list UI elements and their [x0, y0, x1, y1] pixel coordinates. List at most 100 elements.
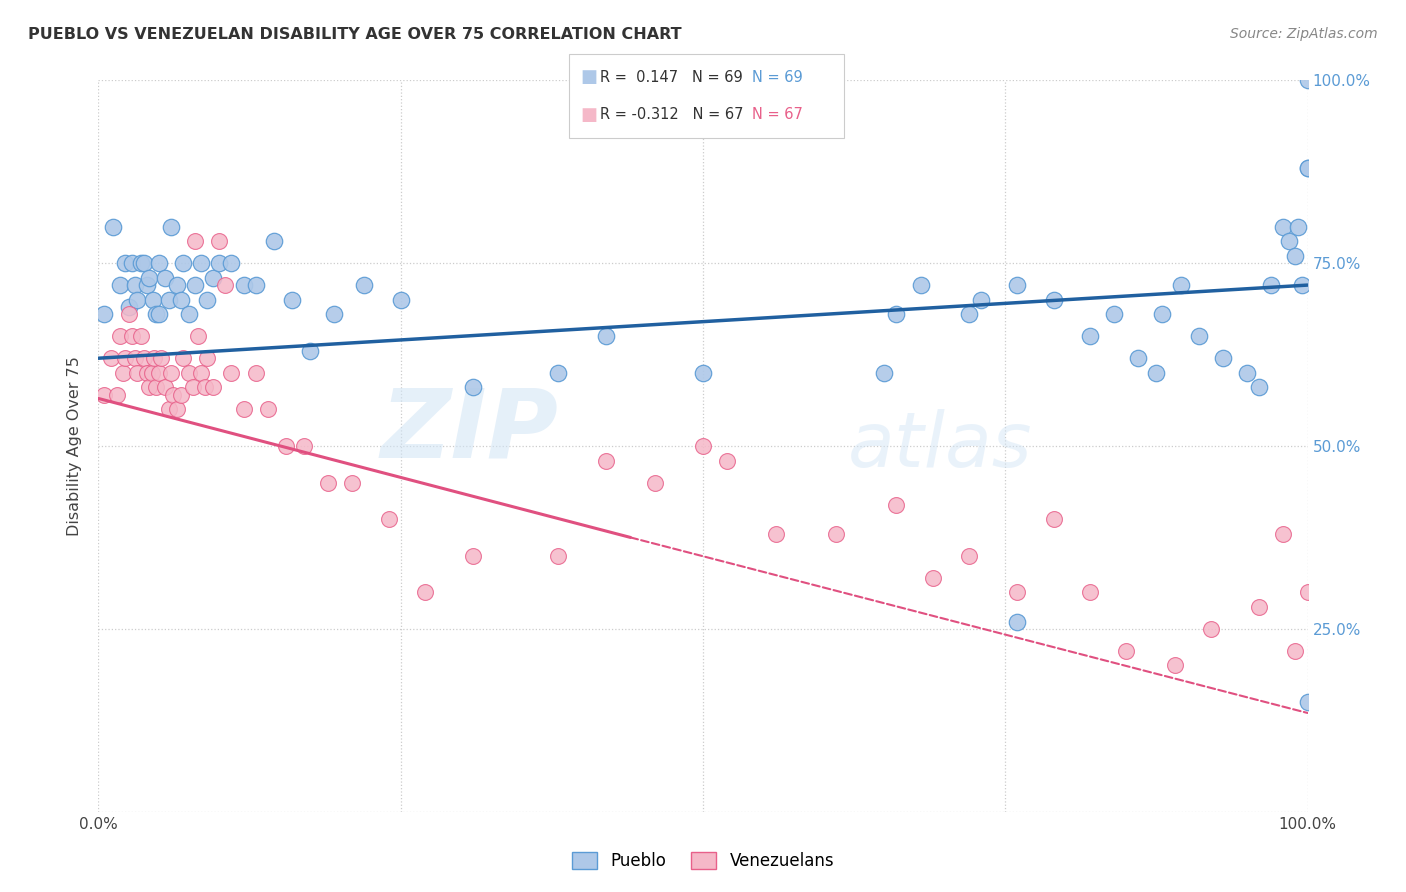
Venezuelans [1296, 585, 1319, 599]
Venezuelans [316, 475, 339, 490]
Text: PUEBLO VS VENEZUELAN DISABILITY AGE OVER 75 CORRELATION CHART: PUEBLO VS VENEZUELAN DISABILITY AGE OVER… [28, 27, 682, 42]
Venezuelans [145, 380, 167, 394]
Pueblo [124, 278, 146, 293]
Pueblo [1291, 278, 1313, 293]
Venezuelans [644, 475, 666, 490]
Pueblo [1286, 219, 1309, 234]
Venezuelans [162, 388, 184, 402]
Venezuelans [194, 380, 217, 394]
Venezuelans [463, 549, 485, 563]
Venezuelans [135, 366, 157, 380]
Pueblo [1249, 380, 1271, 394]
Venezuelans [181, 380, 204, 394]
Pueblo [1296, 73, 1319, 87]
Pueblo [179, 307, 201, 321]
Venezuelans [377, 512, 399, 526]
Pueblo [157, 293, 180, 307]
Venezuelans [1249, 599, 1271, 614]
Venezuelans [1272, 526, 1295, 541]
Pueblo [232, 278, 254, 293]
Venezuelans [232, 402, 254, 417]
Venezuelans [153, 380, 176, 394]
Venezuelans [124, 351, 146, 366]
Legend: Pueblo, Venezuelans: Pueblo, Venezuelans [565, 845, 841, 877]
Venezuelans [157, 402, 180, 417]
Text: R = -0.312   N = 67: R = -0.312 N = 67 [600, 107, 744, 122]
Pueblo [1278, 234, 1301, 248]
Venezuelans [1115, 644, 1137, 658]
Venezuelans [160, 366, 183, 380]
Venezuelans [172, 351, 194, 366]
Venezuelans [111, 366, 134, 380]
Pueblo [323, 307, 346, 321]
Pueblo [1296, 161, 1319, 175]
Pueblo [299, 343, 322, 358]
Venezuelans [187, 329, 209, 343]
Venezuelans [129, 329, 152, 343]
Venezuelans [179, 366, 201, 380]
Pueblo [873, 366, 896, 380]
Pueblo [108, 278, 131, 293]
Venezuelans [716, 453, 738, 467]
Pueblo [138, 270, 160, 285]
Venezuelans [114, 351, 136, 366]
Venezuelans [1042, 512, 1064, 526]
Pueblo [121, 256, 143, 270]
Pueblo [1188, 329, 1211, 343]
Venezuelans [245, 366, 267, 380]
Venezuelans [134, 351, 156, 366]
Pueblo [208, 256, 231, 270]
Text: ■: ■ [581, 69, 598, 87]
Pueblo [160, 219, 183, 234]
Pueblo [135, 278, 157, 293]
Pueblo [190, 256, 212, 270]
Pueblo [114, 256, 136, 270]
Pueblo [1128, 351, 1150, 366]
Pueblo [184, 278, 207, 293]
Venezuelans [202, 380, 225, 394]
Pueblo [148, 307, 170, 321]
Pueblo [1078, 329, 1101, 343]
Text: atlas: atlas [848, 409, 1032, 483]
Pueblo [970, 293, 993, 307]
Pueblo [129, 256, 152, 270]
Text: N = 69: N = 69 [752, 70, 803, 85]
Venezuelans [184, 234, 207, 248]
Pueblo [148, 256, 170, 270]
Pueblo [281, 293, 304, 307]
Pueblo [1152, 307, 1174, 321]
Pueblo [595, 329, 617, 343]
Pueblo [1042, 293, 1064, 307]
Pueblo [169, 293, 191, 307]
Pueblo [1007, 615, 1029, 629]
Venezuelans [143, 351, 166, 366]
Venezuelans [1007, 585, 1029, 599]
Venezuelans [148, 366, 170, 380]
Venezuelans [195, 351, 218, 366]
Pueblo [221, 256, 243, 270]
Venezuelans [166, 402, 188, 417]
Pueblo [202, 270, 225, 285]
Pueblo [145, 307, 167, 321]
Venezuelans [118, 307, 141, 321]
Venezuelans [108, 329, 131, 343]
Venezuelans [886, 498, 908, 512]
Pueblo [195, 293, 218, 307]
Pueblo [1284, 249, 1306, 263]
Venezuelans [1078, 585, 1101, 599]
Venezuelans [292, 439, 315, 453]
Pueblo [1260, 278, 1282, 293]
Pueblo [1170, 278, 1192, 293]
Pueblo [118, 300, 141, 314]
Venezuelans [93, 388, 115, 402]
Pueblo [886, 307, 908, 321]
Pueblo [166, 278, 188, 293]
Venezuelans [1199, 622, 1222, 636]
Venezuelans [169, 388, 191, 402]
Pueblo [692, 366, 714, 380]
Venezuelans [413, 585, 436, 599]
Venezuelans [957, 549, 980, 563]
Venezuelans [765, 526, 787, 541]
Y-axis label: Disability Age Over 75: Disability Age Over 75 [67, 356, 83, 536]
Pueblo [1272, 219, 1295, 234]
